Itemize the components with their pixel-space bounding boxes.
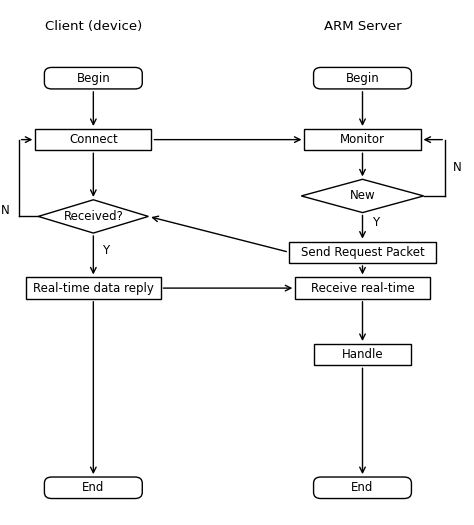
Bar — [289, 242, 436, 263]
Bar — [314, 344, 411, 365]
Text: Monitor: Monitor — [340, 133, 385, 146]
Bar — [26, 277, 161, 299]
Text: Send Request Packet: Send Request Packet — [301, 246, 424, 259]
FancyBboxPatch shape — [314, 67, 411, 89]
FancyBboxPatch shape — [314, 477, 411, 499]
Text: Y: Y — [372, 216, 379, 229]
Text: End: End — [82, 481, 105, 494]
Text: N: N — [1, 204, 9, 217]
Polygon shape — [38, 200, 148, 233]
Text: N: N — [452, 161, 461, 174]
Text: New: New — [350, 190, 375, 203]
Text: Y: Y — [102, 244, 109, 257]
Text: Client (device): Client (device) — [45, 20, 142, 34]
Text: Real-time data reply: Real-time data reply — [33, 281, 154, 295]
Text: Handle: Handle — [342, 348, 383, 361]
FancyBboxPatch shape — [45, 67, 142, 89]
Bar — [295, 277, 430, 299]
Bar — [304, 129, 420, 150]
Text: ARM Server: ARM Server — [324, 20, 401, 34]
Text: End: End — [351, 481, 374, 494]
Polygon shape — [301, 180, 424, 213]
Bar — [35, 129, 152, 150]
Text: Connect: Connect — [69, 133, 118, 146]
Text: Begin: Begin — [76, 72, 110, 85]
Text: Begin: Begin — [346, 72, 379, 85]
Text: Received?: Received? — [64, 210, 123, 223]
FancyBboxPatch shape — [45, 477, 142, 499]
Text: Receive real-time: Receive real-time — [310, 281, 414, 295]
